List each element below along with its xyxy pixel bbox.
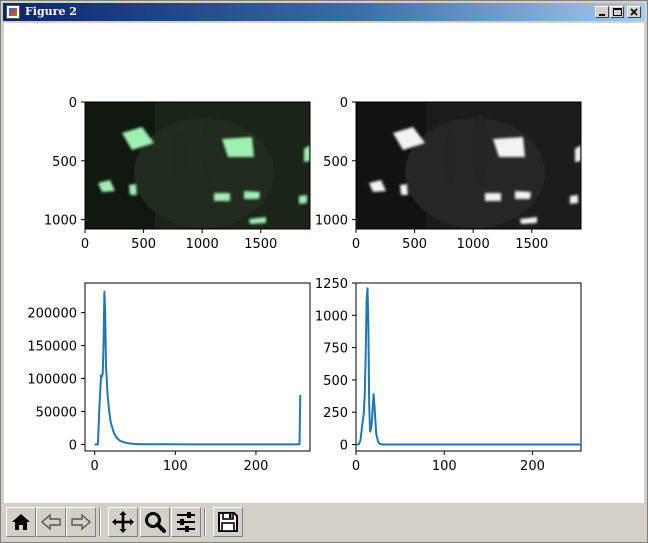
- pan-button[interactable]: [108, 507, 138, 537]
- forward-arrow-icon: [71, 513, 92, 531]
- x-tick-label: 100: [432, 459, 457, 474]
- zoom-icon: [145, 512, 166, 533]
- x-tick-label: 0: [91, 459, 99, 474]
- back-arrow-icon: [40, 513, 61, 531]
- app-icon[interactable]: [6, 5, 20, 19]
- histogram-right-line: [356, 287, 581, 446]
- x-tick-label: 0: [352, 459, 360, 474]
- pan-icon: [112, 511, 134, 533]
- x-tick-label: 500: [131, 237, 156, 252]
- toolbar-separator: [204, 508, 206, 536]
- forward-button[interactable]: [66, 507, 96, 537]
- x-tick-label: 0: [81, 237, 89, 252]
- sliders-icon: [177, 512, 195, 532]
- x-tick-label: 0: [352, 237, 360, 252]
- y-tick-label: 150000: [27, 340, 77, 355]
- configure-subplots-button[interactable]: [171, 507, 201, 537]
- window-title: Figure 2: [25, 5, 77, 18]
- x-tick-label: 200: [520, 459, 545, 474]
- y-tick-label: 1000: [315, 309, 348, 324]
- image-panel-color[interactable]: [85, 102, 310, 229]
- close-icon: [630, 8, 638, 16]
- figure-canvas[interactable]: 0 500 1000 1500 0 500 1000 0 500 1000 1500 0 500 1000…: [4, 23, 644, 503]
- y-tick-label: 250: [323, 406, 348, 421]
- x-tick-label: 500: [402, 237, 427, 252]
- y-tick-label: 100000: [27, 373, 77, 388]
- title-bar[interactable]: Figure 2: [3, 3, 645, 21]
- x-tick-label: 1500: [515, 237, 548, 252]
- minimize-icon: [599, 14, 605, 16]
- y-tick-label: 1250: [315, 277, 348, 292]
- toolbar-separator: [99, 508, 101, 536]
- x-tick-label: 1000: [457, 237, 490, 252]
- y-tick-label: 500: [323, 374, 348, 389]
- minimize-button[interactable]: [595, 6, 609, 18]
- y-tick-label: 0: [340, 96, 348, 111]
- y-tick-label: 500: [323, 155, 348, 170]
- x-tick-label: 100: [163, 459, 188, 474]
- x-tick-label: 200: [244, 459, 269, 474]
- y-tick-label: 0: [69, 96, 77, 111]
- zoom-button[interactable]: [140, 507, 170, 537]
- y-tick-label: 0: [340, 439, 348, 454]
- y-tick-label: 200000: [27, 307, 77, 322]
- y-tick-label: 1000: [315, 214, 348, 229]
- y-tick-label: 500: [52, 155, 77, 170]
- close-button[interactable]: [627, 6, 641, 18]
- maximize-icon: [613, 8, 622, 16]
- histogram-left-frame[interactable]: [84, 282, 311, 452]
- x-tick-label: 1500: [244, 237, 277, 252]
- y-tick-label: 0: [69, 438, 77, 453]
- image-panel-gray[interactable]: [356, 102, 581, 229]
- y-tick-label: 1000: [44, 214, 77, 229]
- maximize-button[interactable]: [610, 6, 624, 18]
- y-tick-label: 50000: [36, 405, 77, 420]
- home-button[interactable]: [6, 507, 36, 537]
- y-tick-label: 750: [323, 342, 348, 357]
- home-icon: [12, 514, 30, 530]
- save-button[interactable]: [213, 507, 243, 537]
- histogram-left-line: [94, 290, 302, 446]
- navigation-toolbar: [4, 504, 644, 540]
- image-panel-gray-frame: [355, 101, 582, 230]
- histogram-right-frame[interactable]: [355, 282, 582, 452]
- x-tick-label: 1000: [186, 237, 219, 252]
- image-panel-color-frame: [84, 101, 311, 230]
- save-icon: [218, 512, 238, 532]
- back-button[interactable]: [36, 507, 66, 537]
